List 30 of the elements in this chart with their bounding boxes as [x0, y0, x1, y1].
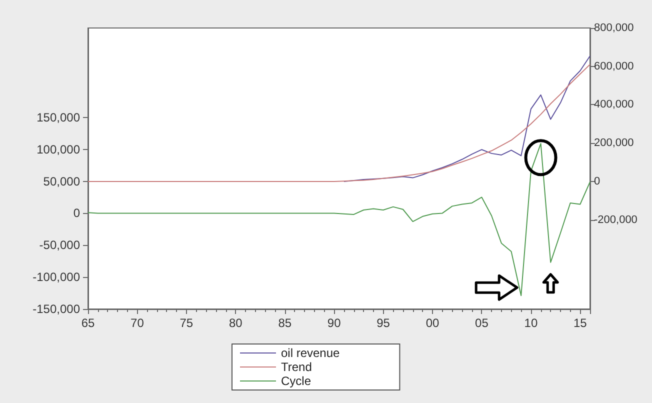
x-tick-label: 65 — [81, 316, 95, 330]
line-series — [88, 143, 590, 296]
x-tick-label: 70 — [130, 316, 144, 330]
x-tick-label: 80 — [228, 316, 243, 330]
y-tick-label: -150,000 — [32, 302, 80, 316]
y-tick-label: -50,000 — [39, 238, 80, 252]
x-tick-label: 85 — [278, 316, 292, 330]
x-tick-label: 95 — [376, 316, 390, 330]
x-tick-label: 05 — [475, 316, 489, 330]
y2-tick-label: -200,000 — [594, 214, 638, 226]
y-tick-label: -100,000 — [32, 270, 80, 284]
line-series — [88, 64, 590, 182]
y2-tick-label: 200,000 — [594, 137, 634, 150]
y-tick-label: 50,000 — [43, 174, 80, 188]
y2-tick-label: 0 — [594, 175, 600, 188]
legend-label: Cycle — [281, 374, 312, 388]
x-tick-label: 75 — [180, 316, 194, 330]
y-tick-label: 0 — [73, 206, 80, 220]
x-tick-label: 90 — [327, 316, 342, 330]
y2-tick-label: 800,000 — [594, 22, 634, 34]
x-tick-label: 10 — [524, 316, 538, 330]
y-tick-label: 100,000 — [36, 142, 80, 156]
y2-tick-label: 400,000 — [594, 98, 634, 111]
y2-tick-label: 600,000 — [594, 60, 634, 72]
x-tick-label: 15 — [573, 316, 588, 330]
legend-label: Trend — [281, 360, 312, 374]
x-tick-label: 00 — [426, 316, 440, 330]
line-series — [343, 56, 590, 182]
legend-label: oil revenue — [281, 346, 340, 360]
y-tick-label: 150,000 — [36, 110, 80, 124]
